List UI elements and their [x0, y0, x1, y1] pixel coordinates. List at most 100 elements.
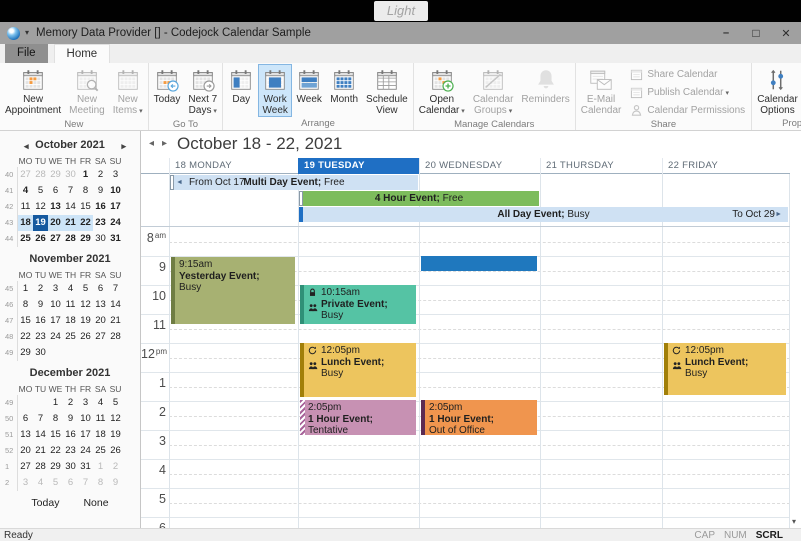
mini-day-cell[interactable]: 8	[22, 299, 29, 310]
mini-day-cell[interactable]: 4	[97, 397, 104, 408]
lunch-event-tuesday[interactable]: 12:05pm Lunch Event; Busy	[300, 343, 416, 397]
mini-day-cell[interactable]: 2	[37, 283, 44, 294]
busy-block[interactable]	[421, 256, 537, 271]
mini-day-cell[interactable]: 23	[65, 445, 76, 456]
calendar-scrollbar[interactable]	[790, 158, 801, 528]
mini-day-cell[interactable]: 3	[22, 477, 29, 488]
mini-day-cell[interactable]: 16	[35, 315, 46, 326]
mini-day-cell[interactable]: 31	[110, 233, 121, 244]
mini-day-cell[interactable]: 11	[95, 413, 106, 424]
mini-day-cell[interactable]: 5	[82, 283, 89, 294]
close-button[interactable]	[771, 22, 801, 44]
mini-day-cell[interactable]: 17	[110, 201, 121, 212]
mini-day-cell[interactable]: 22	[78, 215, 93, 231]
mini-day-cell[interactable]: 8	[97, 477, 104, 488]
mini-day-cell[interactable]: 7	[67, 185, 74, 196]
mini-day-cell[interactable]: 26	[80, 331, 91, 342]
one-hour-event-out-of-office[interactable]: 2:05pm 1 Hour Event; Out of Office	[421, 400, 537, 435]
mini-day-cell[interactable]: 30	[65, 461, 76, 472]
mini-day-cell[interactable]: 13	[20, 429, 31, 440]
mini-day-cell[interactable]: 17	[50, 315, 61, 326]
mini-day-cell[interactable]: 13	[95, 299, 106, 310]
mini-day-cell[interactable]: 4	[22, 185, 29, 196]
day-header-19-tuesday[interactable]: 19 TUESDAY	[298, 158, 419, 174]
mini-day-cell[interactable]: 24	[80, 445, 91, 456]
maximize-button[interactable]	[741, 22, 771, 44]
work-week-button[interactable]: Work Week	[258, 64, 293, 117]
one-hour-event-tentative[interactable]: 2:05pm 1 Hour Event; Tentative	[300, 400, 416, 435]
mini-day-cell[interactable]: 9	[97, 185, 104, 196]
mini-day-cell[interactable]: 2	[97, 169, 104, 180]
mini-day-cell[interactable]: 6	[67, 477, 74, 488]
day-header-20-wednesday[interactable]: 20 WEDNESDAY	[419, 158, 540, 174]
mini-day-cell[interactable]: 29	[20, 347, 31, 358]
mini-day-cell[interactable]: 7	[112, 283, 119, 294]
mini-day-cell[interactable]: 22	[50, 445, 61, 456]
week-button[interactable]: Week	[292, 64, 326, 117]
mini-day-cell[interactable]: 18	[65, 315, 76, 326]
yesterday-event[interactable]: 9:15am Yesterday Event; Busy	[171, 257, 295, 324]
mini-day-cell[interactable]: 29	[80, 233, 91, 244]
mini-day-cell[interactable]: 27	[50, 233, 61, 244]
scroll-down-icon[interactable]	[792, 517, 796, 526]
mini-day-cell[interactable]: 19	[80, 315, 91, 326]
mini-day-cell[interactable]: 1	[22, 283, 29, 294]
mini-day-cell[interactable]: 21	[63, 215, 78, 231]
mini-day-cell[interactable]: 19	[33, 215, 48, 231]
mini-day-cell[interactable]: 30	[65, 169, 76, 180]
mini-day-cell[interactable]: 6	[97, 283, 104, 294]
mini-day-cell[interactable]: 9	[37, 299, 44, 310]
open-calendar-button[interactable]: Open Calendar	[415, 64, 469, 118]
calendar-options-button[interactable]: Calendar Options	[753, 64, 801, 117]
mini-day-cell[interactable]: 1	[97, 461, 104, 472]
mini-day-cell[interactable]: 30	[95, 233, 106, 244]
prev-period-icon[interactable]	[149, 138, 154, 150]
titlebar-caret-icon[interactable]	[25, 29, 29, 37]
mini-day-cell[interactable]: 8	[82, 185, 89, 196]
tab-file[interactable]: File	[5, 44, 48, 63]
mini-day-cell[interactable]: 13	[50, 201, 61, 212]
day-header-22-friday[interactable]: 22 FRIDAY	[662, 158, 789, 174]
mini-day-cell[interactable]: 28	[65, 233, 76, 244]
mini-day-cell[interactable]: 5	[52, 477, 59, 488]
mini-day-cell[interactable]: 16	[65, 429, 76, 440]
next-period-icon[interactable]	[162, 138, 167, 150]
mini-day-cell[interactable]: 24	[110, 217, 121, 228]
mini-day-cell[interactable]: 20	[20, 445, 31, 456]
day-button[interactable]: Day	[224, 64, 258, 117]
mini-day-cell[interactable]: 1	[52, 397, 59, 408]
mini-day-cell[interactable]: 27	[95, 331, 106, 342]
mini-day-cell[interactable]: 10	[80, 413, 91, 424]
all-day-event[interactable]: All Day Event; Busy To Oct 29	[299, 207, 788, 222]
mini-day-cell[interactable]: 2	[112, 461, 119, 472]
mini-day-cell[interactable]: 10	[110, 185, 121, 196]
mini-day-cell[interactable]: 16	[95, 201, 106, 212]
four-hour-event[interactable]: 4 Hour Event; Free	[299, 191, 539, 206]
day-header-21-thursday[interactable]: 21 THURSDAY	[540, 158, 662, 174]
mini-day-cell[interactable]: 28	[35, 169, 46, 180]
mini-day-cell[interactable]: 21	[35, 445, 46, 456]
mini-day-cell[interactable]: 22	[20, 331, 31, 342]
schedule-view-button[interactable]: Schedule View	[362, 64, 412, 117]
mini-day-cell[interactable]: 6	[52, 185, 59, 196]
minimize-button[interactable]	[711, 22, 741, 44]
mini-day-cell[interactable]: 7	[82, 477, 89, 488]
mini-day-cell[interactable]: 15	[20, 315, 31, 326]
mini-day-cell[interactable]: 20	[95, 315, 106, 326]
mini-day-cell[interactable]: 8	[52, 413, 59, 424]
prev-month-icon[interactable]	[24, 140, 29, 153]
today-button[interactable]: Today	[31, 497, 60, 509]
mini-day-cell[interactable]: 29	[50, 461, 61, 472]
mini-day-cell[interactable]: 3	[82, 397, 89, 408]
new-appointment-button[interactable]: New Appointment	[1, 64, 65, 118]
mini-day-cell[interactable]: 23	[35, 331, 46, 342]
mini-day-cell[interactable]: 14	[65, 201, 76, 212]
mini-day-cell[interactable]: 3	[112, 169, 119, 180]
mini-day-cell[interactable]: 5	[37, 185, 44, 196]
month-button[interactable]: Month	[326, 64, 362, 117]
mini-day-cell[interactable]: 12	[80, 299, 91, 310]
mini-day-cell[interactable]: 27	[20, 169, 31, 180]
mini-day-cell[interactable]: 4	[67, 283, 74, 294]
mini-day-cell[interactable]: 5	[112, 397, 119, 408]
